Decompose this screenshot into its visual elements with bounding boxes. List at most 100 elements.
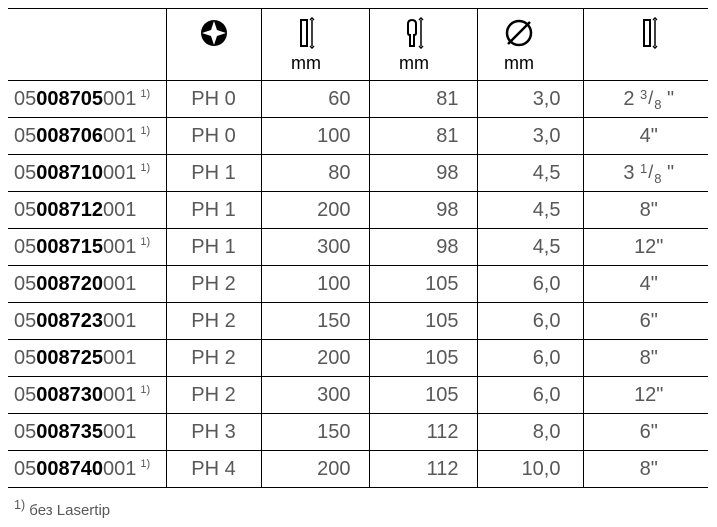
cell-diameter: 10,0 [477, 451, 583, 488]
fraction: 3/8 [640, 88, 661, 111]
cell-diameter: 6,0 [477, 266, 583, 303]
cell-inch: 12" [583, 229, 708, 266]
table-body: 050087050011)PH 060813,02 3/8 "050087060… [8, 81, 708, 488]
inch-length-icon [590, 15, 709, 51]
cell-inch: 12" [583, 377, 708, 414]
cell-size: PH 4 [166, 451, 261, 488]
cell-size: PH 2 [166, 303, 261, 340]
cell-size: PH 1 [166, 229, 261, 266]
cell-inch: 2 3/8 " [583, 81, 708, 118]
note-marker: 1) [136, 458, 150, 470]
cell-blade-length: 200 [261, 192, 369, 229]
cell-size: PH 2 [166, 340, 261, 377]
cell-diameter: 3,0 [477, 118, 583, 155]
header-article [8, 9, 166, 81]
cell-total-length: 98 [369, 229, 477, 266]
cell-article: 050087060011) [8, 118, 166, 155]
article-mid: 008723 [36, 310, 103, 332]
cell-size: PH 0 [166, 81, 261, 118]
table-row: 05008720001PH 21001056,04" [8, 266, 708, 303]
article-mid: 008730 [36, 384, 103, 406]
article-mid: 008715 [36, 236, 103, 258]
article-mid: 008712 [36, 199, 103, 221]
cell-article: 05008723001 [8, 303, 166, 340]
article-prefix: 05 [14, 421, 36, 443]
cell-total-length: 81 [369, 81, 477, 118]
article-suffix: 001 [103, 421, 136, 443]
header-row: mm mm mm [8, 9, 708, 81]
cell-size: PH 1 [166, 155, 261, 192]
article-suffix: 001 [103, 273, 136, 295]
cell-blade-length: 100 [261, 118, 369, 155]
table-row: 050087060011)PH 0100813,04" [8, 118, 708, 155]
article-prefix: 05 [14, 384, 36, 406]
cell-diameter: 3,0 [477, 81, 583, 118]
cell-diameter: 4,5 [477, 192, 583, 229]
cell-article: 050087050011) [8, 81, 166, 118]
note-marker: 1) [136, 125, 150, 137]
cell-total-length: 112 [369, 414, 477, 451]
cell-inch: 3 1/8 " [583, 155, 708, 192]
cell-size: PH 2 [166, 266, 261, 303]
cell-diameter: 6,0 [477, 340, 583, 377]
cell-inch: 8" [583, 340, 708, 377]
cell-total-length: 105 [369, 266, 477, 303]
cell-blade-length: 150 [261, 303, 369, 340]
total-length-icon [370, 15, 459, 51]
article-suffix: 001 [103, 347, 136, 369]
article-mid: 008720 [36, 273, 103, 295]
spec-table: mm mm mm [8, 8, 708, 488]
cell-total-length: 105 [369, 377, 477, 414]
blade-length-icon [262, 15, 351, 51]
article-suffix: 001 [103, 458, 136, 480]
cell-blade-length: 60 [261, 81, 369, 118]
table-row: 050087400011)PH 420011210,08" [8, 451, 708, 488]
article-suffix: 001 [103, 162, 136, 184]
cell-blade-length: 150 [261, 414, 369, 451]
phillips-icon [167, 15, 261, 51]
note-marker: 1) [136, 162, 150, 174]
cell-article: 05008735001 [8, 414, 166, 451]
cell-size: PH 0 [166, 118, 261, 155]
header-total-length: mm [369, 9, 477, 81]
cell-article: 05008720001 [8, 266, 166, 303]
article-suffix: 001 [103, 310, 136, 332]
cell-article: 050087150011) [8, 229, 166, 266]
cell-total-length: 105 [369, 303, 477, 340]
article-mid: 008706 [36, 125, 103, 147]
table-row: 05008712001PH 1200984,58" [8, 192, 708, 229]
article-suffix: 001 [103, 384, 136, 406]
cell-inch: 4" [583, 266, 708, 303]
cell-inch: 6" [583, 303, 708, 340]
cell-inch: 8" [583, 451, 708, 488]
cell-inch: 4" [583, 118, 708, 155]
cell-diameter: 6,0 [477, 377, 583, 414]
cell-diameter: 4,5 [477, 155, 583, 192]
article-mid: 008735 [36, 421, 103, 443]
table-row: 050087300011)PH 23001056,012" [8, 377, 708, 414]
cell-diameter: 4,5 [477, 229, 583, 266]
cell-total-length: 98 [369, 155, 477, 192]
footnote-text: без Lasertip [29, 502, 110, 519]
article-mid: 008710 [36, 162, 103, 184]
table-row: 050087150011)PH 1300984,512" [8, 229, 708, 266]
cell-article: 05008712001 [8, 192, 166, 229]
article-prefix: 05 [14, 236, 36, 258]
article-suffix: 001 [103, 199, 136, 221]
article-suffix: 001 [103, 88, 136, 110]
cell-diameter: 8,0 [477, 414, 583, 451]
table-row: 05008725001PH 22001056,08" [8, 340, 708, 377]
note-marker: 1) [136, 236, 150, 248]
header-unit-mm-3: mm [478, 51, 561, 74]
cell-blade-length: 200 [261, 451, 369, 488]
footnote: 1) без Lasertip [8, 488, 709, 519]
cell-total-length: 81 [369, 118, 477, 155]
footnote-marker: 1) [14, 498, 25, 512]
table-row: 05008723001PH 21501056,06" [8, 303, 708, 340]
cell-diameter: 6,0 [477, 303, 583, 340]
cell-blade-length: 100 [261, 266, 369, 303]
cell-article: 050087400011) [8, 451, 166, 488]
article-prefix: 05 [14, 125, 36, 147]
cell-article: 05008725001 [8, 340, 166, 377]
cell-blade-length: 200 [261, 340, 369, 377]
